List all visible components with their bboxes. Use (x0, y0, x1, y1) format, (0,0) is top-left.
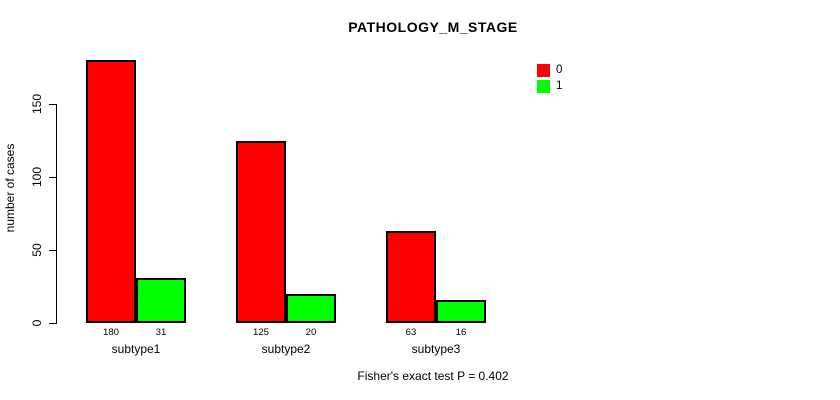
y-axis-tick (49, 323, 57, 324)
y-axis-line (56, 104, 57, 324)
legend-swatch-series1 (537, 79, 550, 93)
y-axis-tick-label: 0 (30, 319, 44, 327)
y-axis-tick-label: 100 (30, 166, 44, 188)
legend-item: 0 (537, 62, 562, 78)
bar-value-label: 180 (102, 327, 120, 338)
y-axis-label: number of cases (3, 143, 17, 233)
legend-label: 0 (556, 64, 563, 76)
legend: 0 1 (537, 62, 562, 94)
bar-value-label: 125 (252, 327, 270, 338)
bar-value-label: 31 (155, 327, 167, 338)
category-label-subtype1: subtype1 (111, 342, 161, 356)
bar-subtype3-series1 (436, 299, 486, 323)
stat-test-annotation: Fisher's exact test P = 0.402 (357, 369, 509, 383)
category-label-subtype3: subtype3 (411, 342, 461, 356)
y-axis-tick (49, 177, 57, 178)
legend-item: 1 (537, 78, 562, 94)
y-axis-tick-label: 150 (30, 93, 44, 115)
bar-subtype1-series1 (136, 277, 186, 323)
y-axis-tick (49, 104, 57, 105)
y-axis-tick (49, 250, 57, 251)
bar-subtype1-series0 (86, 60, 136, 323)
bar-subtype2-series0 (236, 140, 286, 323)
bar-value-label: 63 (405, 327, 417, 338)
bar-value-label: 20 (305, 327, 317, 338)
chart-title: PATHOLOGY_M_STAGE (348, 19, 518, 35)
bar-subtype2-series1 (286, 293, 336, 323)
bar-value-label: 16 (455, 327, 467, 338)
y-axis-tick-label: 50 (30, 243, 44, 257)
bar-subtype3-series0 (386, 231, 436, 323)
category-label-subtype2: subtype2 (261, 342, 311, 356)
legend-label: 1 (556, 80, 563, 92)
legend-swatch-series0 (537, 63, 550, 77)
